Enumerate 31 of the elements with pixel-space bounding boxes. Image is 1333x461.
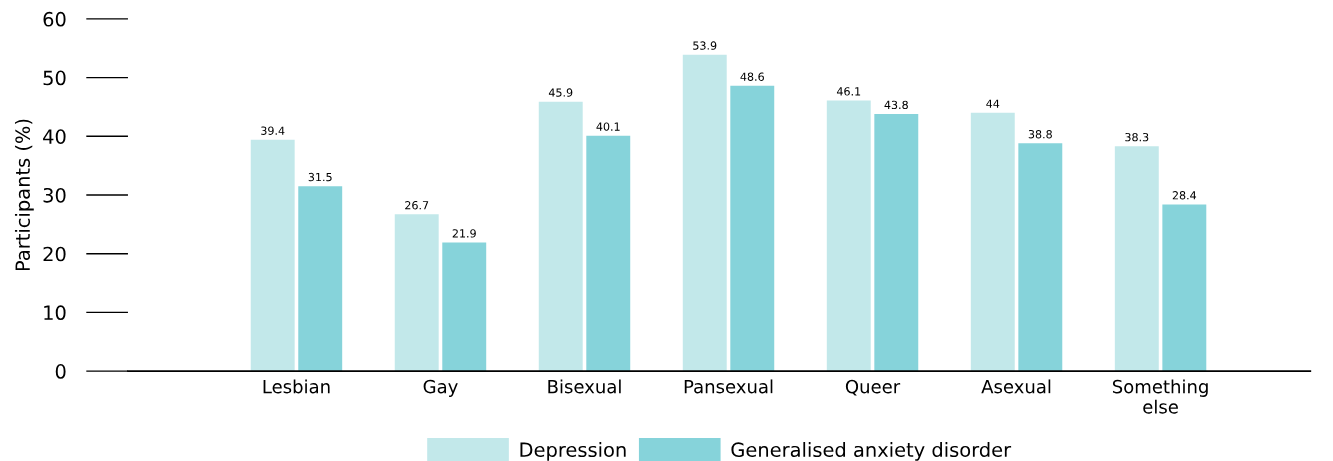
x-tick-label: Pansexual — [684, 379, 773, 394]
data-label: 44 — [986, 99, 1000, 108]
x-tick-label: Something else — [1112, 379, 1208, 414]
x-tick-label: Bisexual — [548, 379, 621, 394]
y-tick-label: 50 — [43, 70, 66, 86]
data-label: 26.7 — [405, 201, 429, 210]
data-label: 38.3 — [1125, 132, 1149, 142]
data-label: 28.4 — [1172, 191, 1197, 200]
data-label: 40.1 — [596, 122, 620, 131]
data-label: 46.1 — [836, 87, 861, 96]
x-tick-label: Gay — [423, 379, 458, 397]
x-tick-label: Lesbian — [263, 379, 330, 394]
y-tick-label: 20 — [43, 246, 66, 262]
x-tick-label: Queer — [845, 379, 901, 396]
data-label: 38.8 — [1028, 130, 1052, 139]
y-tick-label: 10 — [44, 305, 66, 321]
x-tick-label: Asexual — [981, 379, 1051, 394]
y-axis-title: Participants (%) — [14, 119, 34, 271]
data-label: 43.8 — [884, 100, 908, 110]
data-label: 39.4 — [261, 126, 285, 135]
data-label: 48.6 — [740, 72, 764, 81]
data-label: 45.9 — [548, 88, 573, 97]
legend-label: Generalised anxiety disorder — [731, 442, 1012, 461]
data-label: 31.5 — [308, 172, 332, 182]
data-label: 21.9 — [452, 229, 476, 238]
y-tick-label: 60 — [43, 11, 66, 27]
y-tick-label: 30 — [43, 187, 66, 203]
y-tick-label: 40 — [43, 129, 66, 144]
data-label: 53.9 — [693, 41, 717, 50]
legend-label: Depression — [520, 442, 626, 461]
y-tick-label: 0 — [55, 364, 66, 379]
